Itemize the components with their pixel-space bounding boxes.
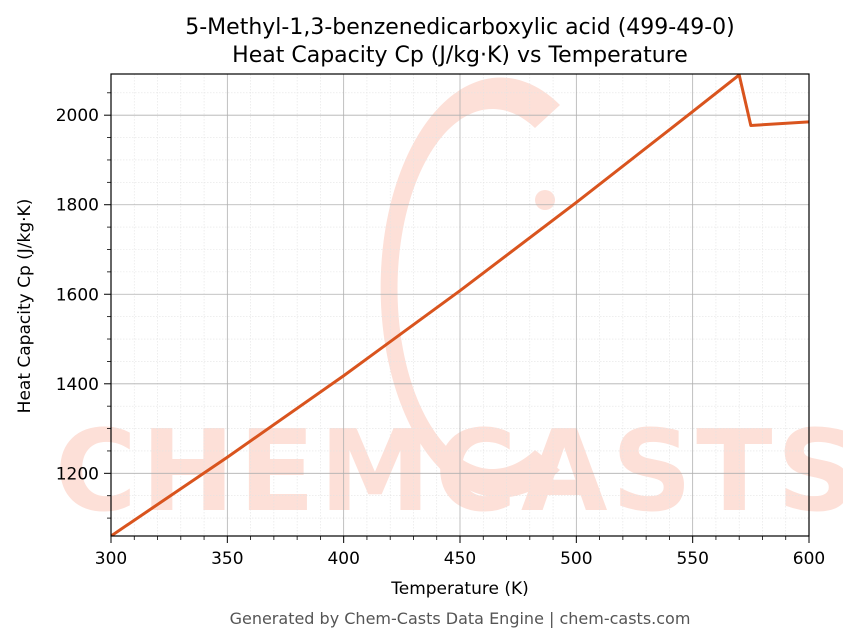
series-layer xyxy=(111,74,809,536)
watermark-text: CHEMCASTS xyxy=(55,407,843,537)
x-tick-label: 550 xyxy=(676,549,708,569)
watermark: CHEMCASTS xyxy=(55,77,843,537)
y-tick-label: 1800 xyxy=(56,196,99,216)
x-tick-label: 600 xyxy=(793,549,825,569)
y-axis-label: Heat Capacity Cp (J/kg·K) xyxy=(15,199,35,414)
footer-credit: Generated by Chem-Casts Data Engine | ch… xyxy=(230,609,691,628)
x-tick-label: 400 xyxy=(327,549,359,569)
series-line-0 xyxy=(111,74,809,536)
chart-title: 5-Methyl-1,3-benzenedicarboxylic acid (4… xyxy=(185,15,735,40)
y-tick-label: 1200 xyxy=(56,464,99,484)
y-tick-label: 1600 xyxy=(56,285,99,305)
x-tick-label: 500 xyxy=(560,549,592,569)
x-tick-label: 300 xyxy=(95,549,127,569)
x-axis-label: Temperature (K) xyxy=(390,579,529,599)
y-tick-label: 2000 xyxy=(56,106,99,126)
y-tick-label: 1400 xyxy=(56,375,99,395)
x-tick-label: 350 xyxy=(211,549,243,569)
axis-ticks: 300 350 400 450 500 550 600 1200 1400 1600 1800 200… xyxy=(56,92,825,569)
chart-subtitle: Heat Capacity Cp (J/kg·K) vs Temperature xyxy=(232,43,688,68)
x-tick-label: 450 xyxy=(444,549,476,569)
